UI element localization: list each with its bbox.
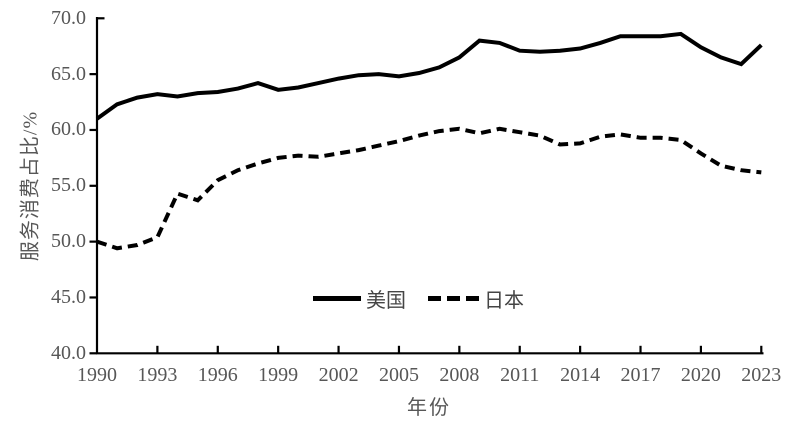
x-tick-label: 2020: [680, 364, 721, 386]
x-tick-label: 1996: [197, 364, 238, 386]
y-tick-label: 50.0: [51, 230, 86, 253]
x-tick-label: 1999: [258, 364, 299, 386]
x-tick-label: 2005: [378, 364, 419, 386]
series-line-japan: [96, 126, 762, 251]
x-tick-label: 2011: [500, 364, 540, 386]
x-tick-label: 2002: [318, 364, 359, 386]
legend-label-us: 美国: [366, 290, 406, 312]
x-tick-label: 2008: [439, 364, 480, 386]
y-tick-label: 55.0: [51, 174, 86, 197]
y-axis-title: 服务消费占比/%: [19, 110, 42, 262]
y-tick-label: 40.0: [51, 341, 86, 364]
legend-entry-japan: 日本: [428, 284, 524, 313]
x-tick-label: 1990: [77, 364, 117, 386]
y-tick-label: 60.0: [51, 118, 86, 141]
x-tick-label: 2017: [620, 364, 661, 386]
y-tick-label: 45.0: [51, 285, 86, 308]
x-axis-title: 年份: [407, 397, 451, 419]
legend-solid-line-swatch: [313, 296, 361, 301]
x-tick-label: 2023: [741, 364, 782, 386]
legend-label-japan: 日本: [484, 290, 524, 312]
legend-dashed-line-swatch: [428, 296, 479, 301]
y-tick-label: 65.0: [51, 62, 86, 85]
x-tick-label: 1993: [137, 364, 178, 386]
legend-entry-us: 美国: [313, 284, 406, 313]
legend: 美国 日本: [313, 284, 524, 313]
y-tick-label: 70.0: [51, 6, 86, 29]
series-line-us: [95, 31, 763, 121]
x-tick-label: 2014: [560, 364, 601, 386]
